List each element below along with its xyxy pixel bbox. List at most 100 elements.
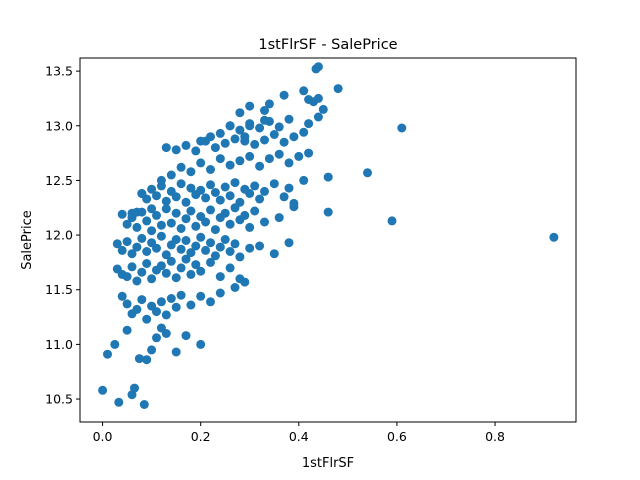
- data-point: [289, 132, 299, 142]
- data-point: [186, 248, 196, 258]
- data-point: [161, 143, 171, 153]
- data-point: [240, 136, 250, 146]
- data-point: [186, 206, 196, 216]
- data-point: [137, 295, 147, 305]
- data-point: [274, 149, 284, 159]
- data-point: [137, 233, 147, 243]
- data-point: [152, 333, 161, 343]
- data-point: [186, 269, 196, 279]
- data-point: [122, 325, 132, 335]
- data-point: [176, 162, 186, 172]
- data-point: [171, 192, 181, 202]
- data-point: [323, 207, 333, 217]
- data-point: [206, 257, 215, 267]
- data-point: [137, 267, 147, 277]
- x-axis-label: 1stFlrSF: [302, 456, 354, 471]
- data-point: [176, 179, 186, 189]
- data-point: [235, 156, 245, 166]
- data-point: [132, 207, 142, 217]
- data-point: [304, 148, 314, 158]
- y-tick-label: 13.5: [45, 64, 73, 79]
- data-point: [112, 239, 122, 249]
- data-point: [323, 172, 333, 182]
- data-point: [210, 188, 220, 197]
- data-point: [313, 93, 323, 103]
- data-point: [161, 268, 171, 278]
- data-point: [161, 250, 171, 260]
- data-point: [284, 158, 294, 168]
- data-point: [225, 121, 235, 131]
- data-point: [147, 226, 157, 236]
- data-point: [196, 266, 206, 276]
- data-point: [132, 304, 142, 314]
- data-point: [156, 231, 166, 241]
- data-point: [279, 137, 289, 147]
- y-tick-label: 13.0: [45, 118, 73, 133]
- data-point: [255, 241, 265, 251]
- data-point: [264, 99, 274, 109]
- data-point: [176, 290, 186, 300]
- data-point: [191, 260, 201, 270]
- data-point: [186, 183, 196, 193]
- data-point: [245, 222, 255, 232]
- data-point: [147, 204, 157, 214]
- data-point: [299, 127, 309, 137]
- data-point: [299, 86, 309, 96]
- x-tick-label: 0.6: [387, 429, 407, 444]
- data-point: [245, 101, 255, 111]
- data-point: [318, 104, 328, 114]
- data-point: [210, 225, 220, 235]
- data-point: [171, 302, 181, 312]
- data-point: [152, 191, 161, 201]
- data-point: [132, 222, 142, 232]
- data-point: [142, 247, 152, 256]
- data-point: [304, 119, 314, 129]
- data-point: [255, 161, 265, 171]
- y-tick-label: 11.5: [45, 282, 73, 297]
- data-point: [122, 272, 132, 282]
- data-point: [152, 307, 161, 317]
- data-point: [127, 262, 137, 272]
- data-point: [166, 256, 176, 266]
- data-point: [215, 128, 225, 138]
- data-point: [147, 274, 157, 284]
- data-point: [156, 297, 166, 307]
- data-point: [274, 213, 284, 223]
- data-point: [235, 108, 245, 118]
- data-point: [181, 331, 191, 341]
- data-point: [171, 235, 181, 244]
- data-point: [161, 196, 171, 206]
- data-point: [114, 397, 124, 407]
- data-point: [313, 112, 323, 122]
- data-point: [201, 245, 211, 255]
- data-point: [201, 217, 211, 227]
- data-point: [230, 134, 240, 144]
- data-point: [142, 216, 152, 226]
- data-point: [152, 243, 161, 253]
- data-point: [181, 254, 191, 264]
- data-point: [279, 192, 289, 202]
- data-point: [142, 355, 152, 365]
- data-point: [269, 179, 279, 189]
- data-point: [206, 180, 215, 190]
- data-point: [166, 170, 176, 180]
- data-point: [225, 247, 235, 256]
- data-point: [235, 252, 245, 262]
- data-point: [132, 242, 142, 252]
- data-point: [289, 198, 299, 208]
- data-point: [161, 329, 171, 338]
- data-point: [171, 208, 181, 218]
- data-point: [225, 191, 235, 201]
- data-point: [230, 178, 240, 188]
- data-point: [269, 249, 279, 259]
- data-point: [201, 193, 211, 203]
- y-tick-label: 12.0: [45, 228, 73, 243]
- data-point: [284, 238, 294, 248]
- data-point: [171, 145, 181, 155]
- data-point: [220, 182, 230, 192]
- x-tick-label: 0.0: [93, 429, 113, 444]
- data-point: [245, 121, 255, 131]
- y-axis-label: SalePrice: [20, 210, 35, 270]
